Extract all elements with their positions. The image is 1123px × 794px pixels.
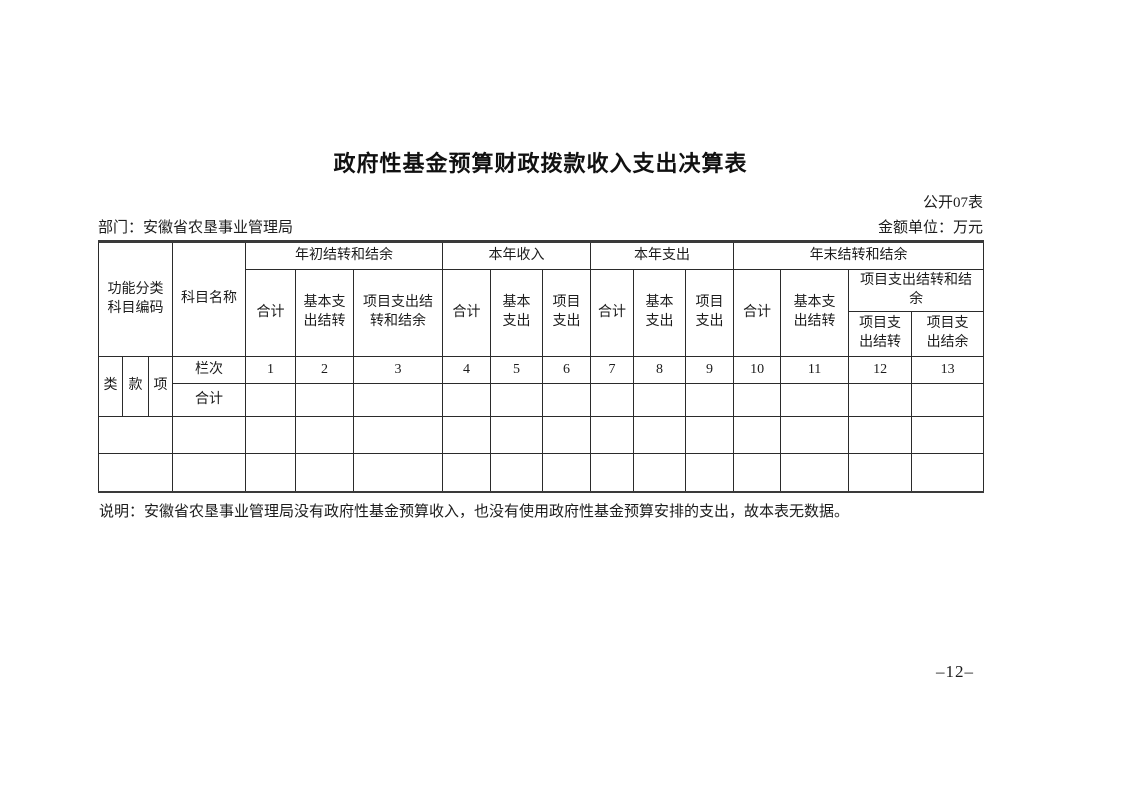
lanci-label: 栏次 [172, 356, 247, 384]
empty-data-cell [733, 383, 782, 417]
empty-data-cell [848, 416, 913, 454]
empty-data-cell [542, 416, 592, 454]
meta-row: 部门：安徽省农垦事业管理局 金额单位：万元 [98, 216, 983, 237]
header-group-begin-year-balance: 年初结转和结余 [245, 241, 444, 270]
subhead-begin-project-carryover: 项目支出结 转和结余 [353, 269, 444, 357]
empty-data-cell [848, 453, 913, 492]
column-number: 8 [633, 356, 687, 384]
subhead-end-project-carryover: 项目支 出结转 [848, 311, 913, 357]
empty-data-cell [780, 416, 850, 454]
empty-data-cell [590, 416, 635, 454]
empty-code-cell [97, 416, 174, 454]
subhead-income-basic: 基本 支出 [490, 269, 544, 357]
column-number: 12 [848, 356, 913, 384]
amount-unit-label: 金额单位：万元 [877, 220, 983, 236]
empty-subject-cell [172, 453, 247, 492]
empty-data-cell [911, 383, 985, 417]
subhead-expense-project: 项目 支出 [685, 269, 735, 357]
header-group-current-year-income: 本年收入 [442, 241, 592, 270]
empty-data-cell [733, 416, 782, 454]
empty-data-cell [911, 453, 985, 492]
empty-data-cell [780, 453, 850, 492]
column-number: 2 [295, 356, 355, 384]
empty-data-cell [590, 383, 635, 417]
total-row-label: 合计 [172, 383, 247, 417]
subhead-begin-total: 合计 [245, 269, 297, 357]
subhead-expense-total: 合计 [590, 269, 635, 357]
empty-data-cell [848, 383, 913, 417]
subhead-begin-basic-carryover: 基本支 出结转 [295, 269, 355, 357]
subhead-end-project-group: 项目支出结转和结 余 [848, 269, 985, 312]
empty-data-cell [295, 416, 355, 454]
empty-data-cell [490, 416, 544, 454]
page-number: –12– [936, 662, 974, 681]
empty-data-cell [245, 453, 297, 492]
empty-data-cell [353, 416, 444, 454]
empty-data-cell [542, 383, 592, 417]
empty-data-cell [590, 453, 635, 492]
empty-data-cell [490, 453, 544, 492]
empty-data-cell [780, 383, 850, 417]
empty-data-cell [442, 416, 492, 454]
subhead-income-total: 合计 [442, 269, 492, 357]
department-label: 部门：安徽省农垦事业管理局 [98, 220, 294, 236]
empty-data-cell [245, 383, 297, 417]
empty-data-cell [733, 453, 782, 492]
header-subject-name: 科目名称 [172, 241, 247, 357]
subhead-income-project: 项目 支出 [542, 269, 592, 357]
column-number: 9 [685, 356, 735, 384]
header-code-item: 项 [147, 356, 174, 417]
subhead-end-total: 合计 [733, 269, 782, 357]
header-group-current-year-expense: 本年支出 [590, 241, 735, 270]
empty-data-cell [295, 453, 355, 492]
header-code-section: 款 [122, 356, 149, 417]
empty-data-cell [685, 383, 735, 417]
subhead-end-basic-carryover: 基本支 出结转 [780, 269, 850, 357]
column-number: 5 [490, 356, 544, 384]
header-function-code: 功能分类 科目编码 [97, 241, 174, 357]
subhead-end-project-balance: 项目支 出结余 [911, 311, 985, 357]
empty-data-cell [633, 453, 687, 492]
page-title: 政府性基金预算财政拨款收入支出决算表 [333, 151, 748, 176]
column-number: 7 [590, 356, 635, 384]
empty-data-cell [911, 416, 985, 454]
empty-data-cell [633, 416, 687, 454]
empty-code-cell [97, 453, 174, 492]
column-number: 4 [442, 356, 492, 384]
subhead-expense-basic: 基本 支出 [633, 269, 687, 357]
empty-data-cell [490, 383, 544, 417]
column-number: 11 [780, 356, 850, 384]
column-number: 10 [733, 356, 782, 384]
empty-subject-cell [172, 416, 247, 454]
empty-data-cell [353, 453, 444, 492]
header-group-end-year-balance: 年末结转和结余 [733, 241, 985, 270]
empty-data-cell [685, 453, 735, 492]
column-number: 3 [353, 356, 444, 384]
empty-data-cell [245, 416, 297, 454]
table-code-label: 公开07表 [922, 195, 983, 211]
empty-data-cell [442, 383, 492, 417]
column-number: 6 [542, 356, 592, 384]
empty-data-cell [633, 383, 687, 417]
column-number: 1 [245, 356, 297, 384]
empty-data-cell [353, 383, 444, 417]
empty-data-cell [685, 416, 735, 454]
fund-budget-table: 功能分类 科目编码 科目名称 年初结转和结余 本年收入 本年支出 年末结转和结余… [97, 240, 985, 493]
empty-data-cell [442, 453, 492, 492]
header-code-class: 类 [98, 356, 123, 417]
note-text: 说明：安徽省农垦事业管理局没有政府性基金预算收入，也没有使用政府性基金预算安排的… [99, 504, 850, 520]
empty-data-cell [542, 453, 592, 492]
empty-data-cell [295, 383, 355, 417]
column-number: 13 [911, 356, 985, 384]
